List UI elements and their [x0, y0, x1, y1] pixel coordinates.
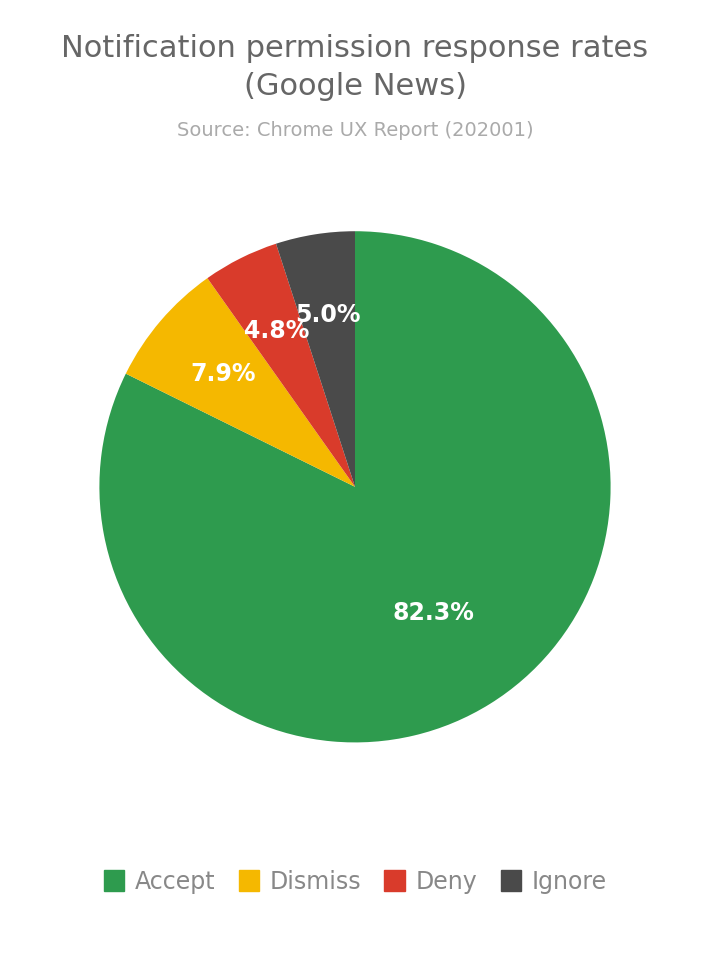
Text: 82.3%: 82.3% [393, 601, 474, 625]
Text: Source: Chrome UX Report (202001): Source: Chrome UX Report (202001) [177, 120, 533, 140]
Legend: Accept, Dismiss, Deny, Ignore: Accept, Dismiss, Deny, Ignore [104, 870, 606, 894]
Wedge shape [126, 279, 355, 487]
Text: Notification permission response rates
(Google News): Notification permission response rates (… [62, 34, 648, 101]
Text: 4.8%: 4.8% [244, 319, 310, 343]
Wedge shape [207, 244, 355, 487]
Wedge shape [276, 231, 355, 487]
Text: 7.9%: 7.9% [190, 362, 256, 386]
Text: 5.0%: 5.0% [295, 303, 361, 327]
Wedge shape [99, 231, 611, 742]
